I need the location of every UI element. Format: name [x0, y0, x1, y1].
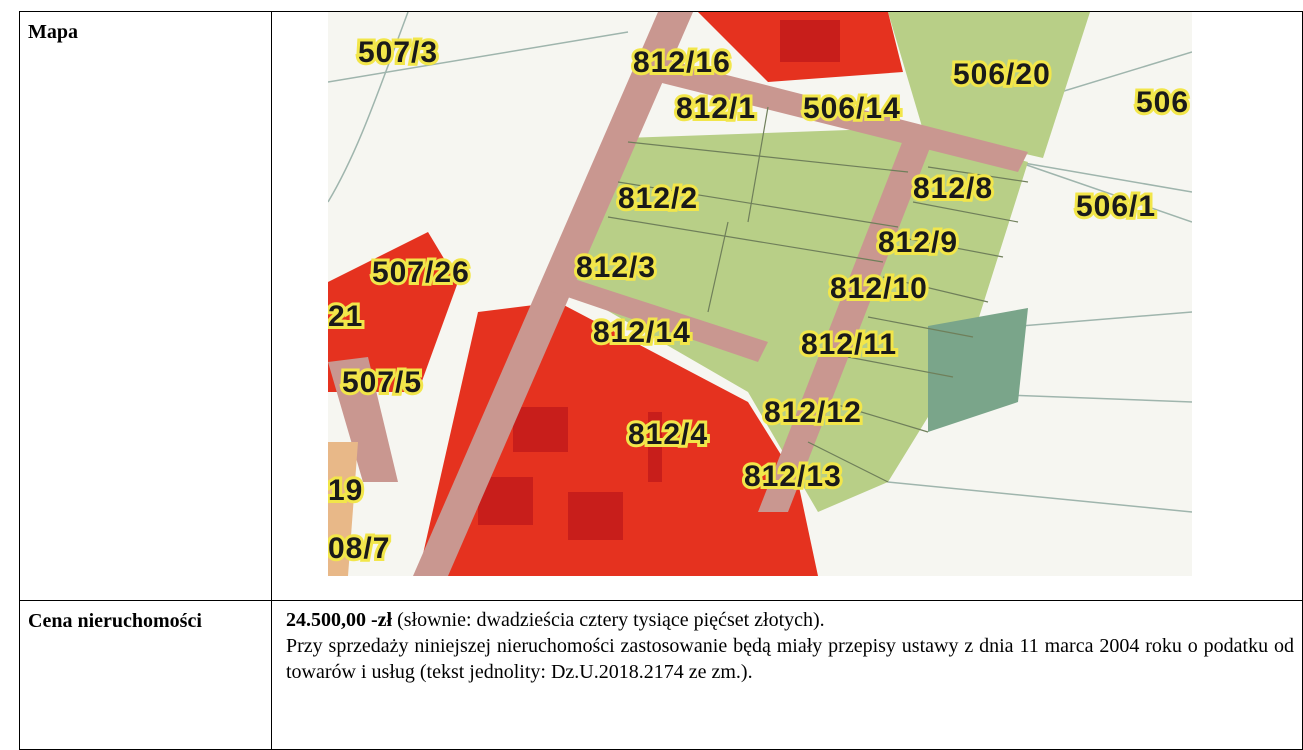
parcel-label: 812/2 [618, 182, 698, 215]
property-info-table: Mapa [19, 11, 1303, 750]
parcel-label: 812/9 [878, 226, 958, 259]
parcel-label: 506/1 [1076, 190, 1156, 223]
parcel-label: 812/4 [628, 418, 708, 451]
building-5 [648, 412, 662, 482]
red-area-left [328, 232, 458, 392]
parcel-label: 506/20 [953, 58, 1051, 91]
price-row: Cena nieruchomości 24.500,00 -zł (słowni… [19, 600, 1303, 750]
road-top-horizontal [658, 60, 1028, 172]
road-left [328, 357, 398, 482]
roads [328, 12, 1028, 576]
parcel-label: 812/8 [913, 172, 993, 205]
road-inner-vertical [758, 140, 933, 512]
parcel-map-svg: 507/3 812/16 506/20 506 812/1 506/14 812… [328, 12, 1192, 576]
price-value: 24.500,00 -zł [286, 609, 393, 631]
vat-note: Przy sprzedaży niniejszej nieruchomości … [286, 635, 1294, 683]
parcel-label: 506 [1136, 86, 1189, 119]
parcel-label: 812/3 [576, 251, 656, 284]
building-4 [568, 492, 623, 540]
parcel-label: 507/26 [372, 256, 470, 289]
parcel-label: 812/16 [633, 46, 731, 79]
parcel-label: 812/12 [764, 396, 862, 429]
price-cell: 24.500,00 -zł (słownie: dwadzieścia czte… [271, 600, 1303, 750]
parcel-label: 507/5 [342, 366, 422, 399]
road-middle-horizontal [538, 277, 768, 362]
parcel-map: 507/3 812/16 506/20 506 812/1 506/14 812… [328, 12, 1192, 576]
road-main-diagonal [413, 12, 693, 576]
parcel-label: 507/3 [358, 36, 438, 69]
parcel-label: 812/14 [593, 316, 691, 349]
map-row-label: Mapa [19, 11, 272, 601]
building-1 [780, 20, 840, 62]
parcel-label: 812/1 [676, 92, 756, 125]
price-row-label: Cena nieruchomości [19, 600, 272, 750]
parcel-label: 812/13 [744, 460, 842, 493]
price-line: 24.500,00 -zł (słownie: dwadzieścia czte… [286, 607, 1294, 633]
parcel-label: 19 [328, 474, 363, 507]
parcel-label: 812/10 [830, 272, 928, 305]
green-parcel-top-right [888, 12, 1090, 158]
building-2 [513, 407, 568, 452]
meadow-patch [928, 308, 1028, 432]
parcel-label: 21 [328, 300, 363, 333]
parcel-label: 08/7 [328, 532, 390, 565]
parcel-label: 812/11 [801, 328, 897, 361]
parcel-lines [607, 106, 1029, 483]
road-left-bottom [328, 442, 358, 576]
green-parcel-central [558, 128, 1028, 512]
price-in-words: (słownie: dwadzieścia cztery tysiące pię… [392, 609, 825, 631]
map-row: Mapa [19, 11, 1303, 601]
parcel-label: 506/14 [803, 92, 901, 125]
map-cell: 507/3 812/16 506/20 506 812/1 506/14 812… [271, 11, 1303, 601]
